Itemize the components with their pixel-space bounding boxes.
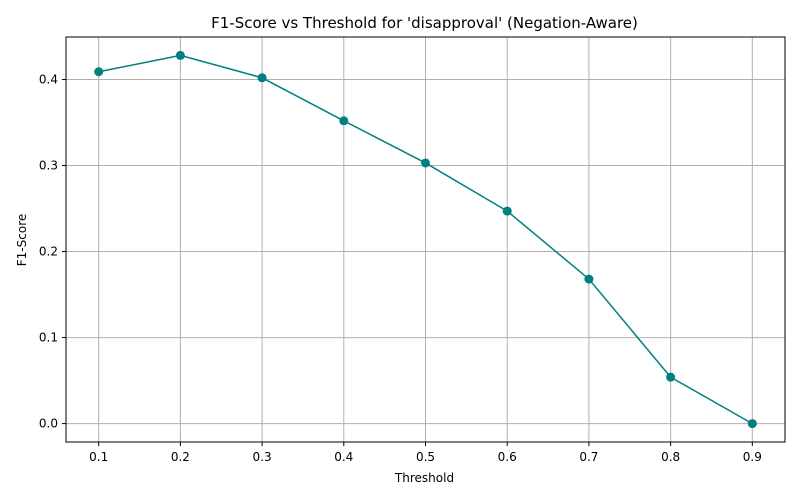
y-axis-label: F1-Score: [15, 214, 29, 266]
data-point: [584, 274, 594, 284]
data-point: [339, 116, 349, 126]
x-tick-label: 0.9: [743, 450, 762, 464]
data-point: [94, 67, 104, 77]
x-tick-label: 0.2: [171, 450, 190, 464]
data-point: [421, 158, 430, 168]
data-point: [747, 419, 757, 429]
x-tick-label: 0.8: [661, 450, 680, 464]
data-point: [175, 50, 185, 60]
data-point: [257, 73, 267, 83]
y-tick-label: 0.2: [39, 245, 58, 259]
x-tick-label: 0.4: [334, 450, 353, 464]
y-tick-label: 0.0: [39, 417, 58, 431]
x-tick-label: 0.1: [89, 450, 108, 464]
y-tick-label: 0.4: [39, 72, 58, 86]
data-point: [502, 206, 512, 216]
x-axis-label: Threshold: [394, 471, 454, 485]
data-point: [666, 372, 676, 382]
y-tick-label: 0.1: [39, 331, 58, 345]
tick-labels: 0.1 0.2 0.3 0.4 0.5 0.6 0.7 0.8 0.9 0.0 0.1 0.2 0.3 0…: [39, 72, 762, 464]
y-tick-label: 0.3: [39, 159, 58, 173]
series-layer: [94, 50, 757, 429]
x-tick-label: 0.6: [498, 450, 517, 464]
x-tick-label: 0.7: [579, 450, 598, 464]
x-tick-label: 0.3: [253, 450, 272, 464]
x-tick-label: 0.5: [416, 450, 435, 464]
chart-title: F1-Score vs Threshold for 'disapproval' …: [211, 14, 638, 32]
